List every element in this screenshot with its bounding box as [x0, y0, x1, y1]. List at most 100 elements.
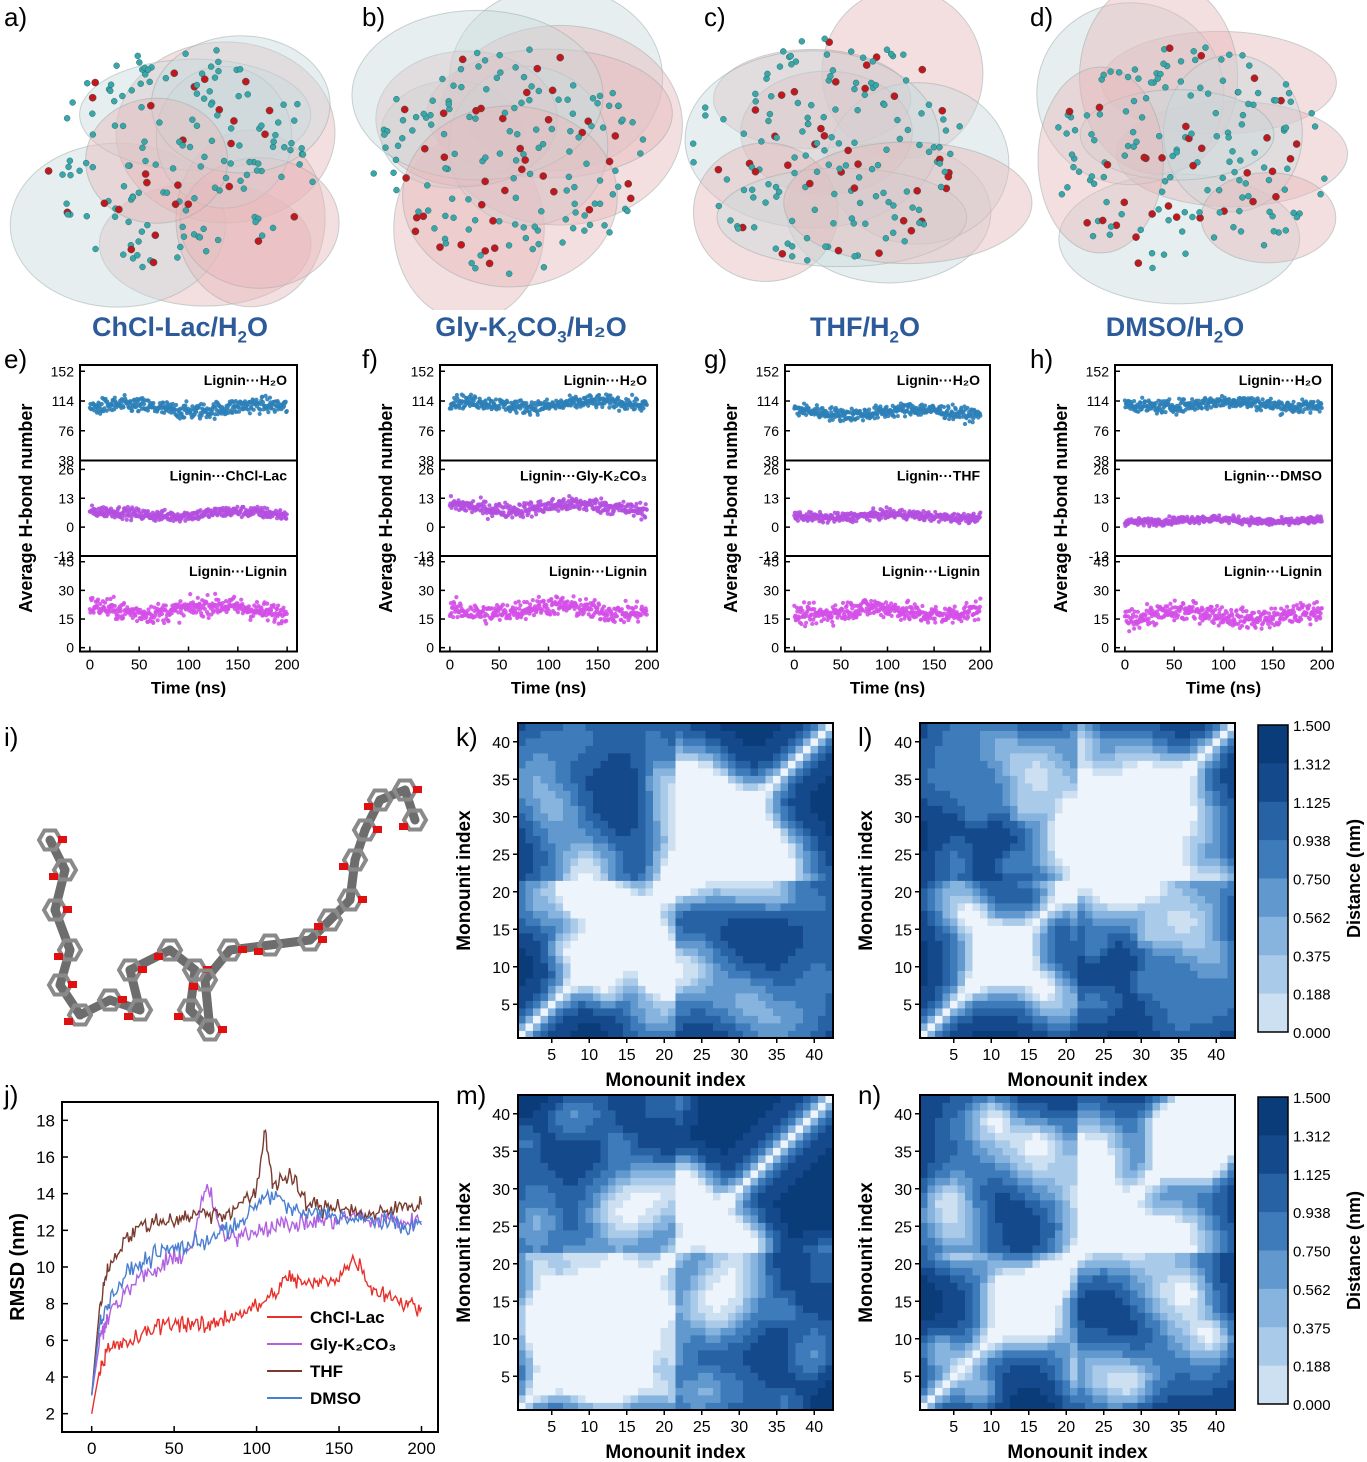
molecule-atom — [859, 54, 867, 61]
data-point — [612, 619, 617, 624]
series-label: Lignin···H₂O — [564, 372, 647, 388]
molecule-atom — [872, 193, 880, 200]
hbond-series-1 — [792, 505, 983, 526]
data-point — [118, 609, 123, 614]
molecule-atom — [207, 101, 215, 108]
data-point — [172, 407, 178, 412]
molecule-atom — [720, 116, 727, 123]
molecule-atom — [805, 179, 814, 188]
data-point — [636, 619, 641, 624]
molecule-atom — [1155, 132, 1163, 140]
data-point — [149, 604, 154, 609]
molecule-atom — [535, 144, 542, 152]
molecule-atom — [751, 167, 760, 176]
data-point — [892, 414, 897, 419]
hbond-series-1 — [447, 493, 649, 522]
molecule-atom — [370, 170, 377, 177]
data-point — [966, 609, 972, 615]
molecule-atom — [861, 84, 869, 93]
molecule-atom — [419, 212, 428, 221]
molecule-atom — [566, 148, 573, 155]
molecule-atom — [902, 77, 910, 84]
hbond-series-2 — [87, 591, 289, 626]
data-point — [236, 405, 241, 410]
molecule-atom — [764, 70, 771, 78]
data-point — [159, 611, 165, 617]
molecule-atom — [1182, 122, 1190, 131]
molecule-atom — [1155, 206, 1162, 213]
molecule-atom — [862, 61, 871, 69]
molecule-atom — [243, 171, 251, 179]
molecule-atom — [143, 178, 151, 187]
molecule-atom — [766, 110, 774, 118]
molecule-atom — [1107, 68, 1114, 75]
molecule-atom — [1272, 192, 1280, 201]
molecule-atom — [1219, 77, 1227, 84]
molecule-atom — [883, 46, 891, 53]
molecule-atom — [457, 241, 465, 249]
data-point — [454, 594, 459, 600]
molecule-atom — [281, 144, 288, 151]
molecule-atom — [520, 224, 527, 231]
data-point — [567, 393, 572, 398]
molecule-atom — [850, 184, 859, 192]
molecule-atom — [506, 270, 513, 277]
molecule-atom — [1068, 151, 1076, 158]
data-point — [123, 513, 128, 518]
data-point — [1138, 400, 1143, 405]
molecule-atom — [803, 234, 811, 242]
molecule-cluster-4 — [1036, 0, 1349, 305]
molecule-atom — [868, 165, 876, 173]
data-point — [485, 516, 490, 522]
data-point — [209, 411, 215, 416]
molecule-atom — [802, 152, 809, 159]
molecule-atom — [481, 247, 490, 255]
molecule-atom — [854, 160, 862, 168]
molecule-atom — [830, 220, 837, 227]
data-point — [90, 595, 95, 601]
y-tick-label: 152 — [51, 363, 75, 379]
molecule-atom — [1225, 134, 1232, 141]
data-point — [523, 616, 528, 622]
molecule-atom — [1177, 78, 1185, 85]
molecule-atom — [789, 243, 796, 250]
data-point — [626, 605, 631, 610]
data-point — [128, 518, 134, 523]
molecule-atom — [399, 135, 406, 142]
y-tick-label: 38 — [763, 453, 779, 469]
data-point — [977, 515, 982, 520]
molecule-atom — [842, 162, 850, 169]
data-point — [638, 613, 643, 618]
data-point — [151, 401, 156, 406]
molecule-atom — [1263, 134, 1271, 142]
data-point — [941, 404, 947, 410]
data-point — [181, 613, 186, 618]
data-point — [814, 403, 819, 408]
molecule-atom — [511, 221, 519, 228]
data-point — [176, 610, 181, 615]
molecule-atom — [942, 127, 950, 134]
molecule-atom — [144, 66, 152, 74]
data-point — [279, 618, 285, 624]
molecule-atom — [578, 128, 587, 137]
molecule-atom — [752, 90, 759, 98]
molecule-atom — [571, 183, 578, 191]
molecule-atom — [1251, 149, 1258, 156]
molecule-atom — [179, 142, 186, 149]
data-point — [1137, 625, 1142, 630]
data-point — [614, 614, 620, 619]
data-point — [468, 392, 474, 397]
molecule-atom — [518, 165, 526, 174]
molecule-atom — [200, 225, 207, 233]
y-tick-label: 76 — [418, 423, 434, 439]
molecule-atom — [762, 199, 769, 206]
molecule-atom — [1075, 168, 1083, 175]
y-tick-label: 0 — [426, 519, 434, 535]
molecule-atom — [235, 92, 242, 100]
data-point — [898, 617, 904, 623]
molecule-atom — [804, 114, 811, 122]
molecule-atom — [135, 238, 142, 245]
series-label: Lignin···Lignin — [189, 563, 287, 579]
data-point — [276, 603, 281, 608]
